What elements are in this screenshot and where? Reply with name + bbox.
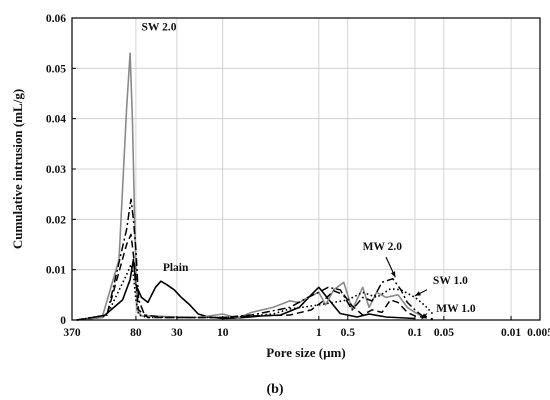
plot-frame — [71, 17, 541, 321]
y-tick-label: 0 — [60, 315, 66, 327]
y-tick-label: 0.05 — [46, 63, 66, 75]
series-label-mw-1-0: MW 1.0 — [436, 303, 476, 315]
y-tick-label: 0.01 — [46, 265, 66, 277]
series-layer — [76, 52, 434, 321]
label-arrowhead-mw-1-0 — [421, 313, 428, 319]
x-tick-label: 0.5 — [341, 327, 356, 339]
x-axis-title: Pore size (µm) — [266, 345, 345, 360]
series-line-sw-2-0 — [76, 52, 425, 321]
x-tick-label: 0.05 — [434, 327, 454, 339]
label-layer: SW 2.0 Plain MW 2.0 SW 1.0 MW 1.0 — [142, 22, 476, 315]
x-tick-label: 10 — [217, 327, 229, 339]
y-tick-label: 0.03 — [46, 164, 66, 176]
x-tick-label: 30 — [171, 327, 183, 339]
series-label-sw-2-0: SW 2.0 — [142, 22, 177, 34]
label-arrowhead-sw-1-0 — [415, 291, 421, 296]
y-tick-label: 0.02 — [46, 214, 66, 226]
x-tick-label: 0.005 — [527, 327, 550, 339]
series-line-mw-2-0 — [76, 198, 425, 321]
x-tick-label: 0.1 — [408, 327, 423, 339]
y-axis-title: Cumulative intrusion (mL/g) — [10, 89, 25, 249]
label-arrowhead-mw-2-0 — [390, 271, 396, 278]
x-tick-label: 0.01 — [501, 327, 521, 339]
tick-layer: 370 80 30 10 1 0.5 0.1 0.05 0.01 0.005 0 0.01 0.02 0.… — [46, 13, 550, 339]
series-label-mw-2-0: MW 2.0 — [363, 241, 403, 253]
series-label-plain: Plain — [163, 262, 189, 274]
grid-layer — [71, 17, 541, 321]
figure-caption: (b) — [266, 382, 283, 397]
y-tick-label: 0.04 — [46, 114, 66, 126]
arrow-layer — [385, 256, 428, 320]
x-tick-label: 1 — [316, 327, 322, 339]
series-label-sw-1-0: SW 1.0 — [433, 275, 468, 287]
y-tick-label: 0.06 — [46, 13, 66, 25]
series-line-mw-1-0 — [76, 233, 434, 321]
x-tick-label: 370 — [63, 327, 81, 339]
x-tick-label: 80 — [130, 327, 142, 339]
